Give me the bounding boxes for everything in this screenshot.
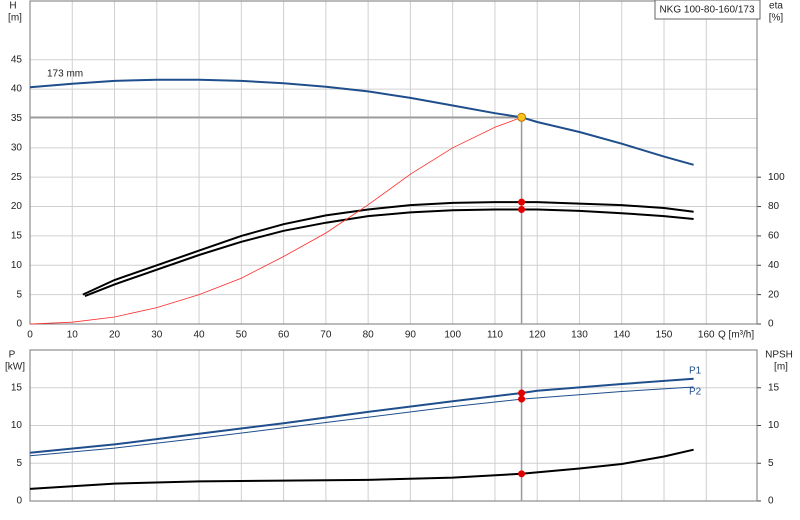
y-axis-label: H	[9, 1, 16, 12]
y-tick-label: 5	[16, 458, 22, 469]
y-axis-unit: [kW]	[5, 362, 25, 373]
curve	[84, 208, 694, 298]
plot-frame	[29, 0, 758, 325]
y-tick-label: 10	[11, 260, 23, 271]
x-tick-label: 50	[236, 330, 248, 341]
x-tick-label: 30	[151, 330, 163, 341]
y-axis-unit: [m]	[8, 13, 22, 24]
curve-label: 173 mm	[47, 69, 83, 80]
y2-tick-label: 10	[768, 420, 780, 431]
y-tick-label: 40	[11, 84, 23, 95]
y-tick-label: 25	[11, 172, 23, 183]
y2-tick-label: 100	[768, 172, 785, 183]
x-tick-label: 70	[320, 330, 332, 341]
operating-marker	[518, 395, 526, 403]
plot-frame	[29, 349, 758, 502]
chart-title: NKG 100-80-160/173	[659, 5, 755, 16]
curve	[29, 386, 694, 457]
y2-tick-label: 60	[768, 231, 780, 242]
x-tick-label: 40	[194, 330, 206, 341]
y-tick-label: 10	[11, 420, 23, 431]
x-tick-label: 100	[444, 330, 461, 341]
y-axis-label: P	[9, 350, 16, 361]
operating-marker	[518, 205, 526, 213]
y2-tick-label: 0	[768, 319, 774, 330]
curve	[29, 377, 694, 454]
y2-axis-unit: [%]	[769, 13, 784, 24]
x-tick-label: 0	[27, 330, 33, 341]
x-tick-label: 150	[656, 330, 673, 341]
x-tick-label: 90	[405, 330, 417, 341]
x-tick-label: 130	[571, 330, 588, 341]
curve	[82, 201, 694, 296]
y2-tick-label: 20	[768, 289, 780, 300]
y-tick-label: 20	[11, 201, 23, 212]
curve-label: P1	[689, 366, 702, 377]
x-axis-label: Q [m³/h]	[718, 330, 754, 341]
x-tick-label: 120	[529, 330, 546, 341]
title-box	[654, 0, 761, 20]
x-tick-label: 160	[698, 330, 715, 341]
y-tick-label: 5	[16, 289, 22, 300]
x-tick-label: 10	[67, 330, 79, 341]
y2-tick-label: 5	[768, 458, 774, 469]
curve-label: P2	[689, 387, 702, 398]
y-tick-label: 45	[11, 54, 23, 65]
x-tick-label: 60	[278, 330, 290, 341]
y-tick-label: 0	[16, 496, 22, 507]
y2-tick-label: 0	[768, 496, 774, 507]
y-tick-label: 0	[16, 319, 22, 330]
x-tick-label: 140	[613, 330, 630, 341]
x-tick-label: 80	[363, 330, 375, 341]
operating-marker	[518, 470, 526, 478]
y-tick-label: 35	[11, 113, 23, 124]
y2-axis-unit: [m]	[774, 362, 788, 373]
x-tick-label: 20	[109, 330, 121, 341]
curve	[29, 448, 694, 490]
operating-marker	[518, 198, 526, 206]
y2-tick-label: 80	[768, 201, 780, 212]
operating-point	[517, 112, 527, 122]
y2-axis-label: eta	[769, 1, 783, 12]
y2-tick-label: 15	[768, 382, 780, 393]
x-tick-label: 110	[487, 330, 503, 341]
operating-marker	[518, 389, 526, 397]
y-tick-label: 15	[11, 382, 23, 393]
y2-axis-label: NPSH	[765, 350, 793, 361]
curve	[29, 116, 522, 325]
curve	[29, 78, 694, 166]
y-tick-label: 30	[11, 142, 23, 153]
y2-tick-label: 40	[768, 260, 780, 271]
y-tick-label: 15	[11, 231, 23, 242]
